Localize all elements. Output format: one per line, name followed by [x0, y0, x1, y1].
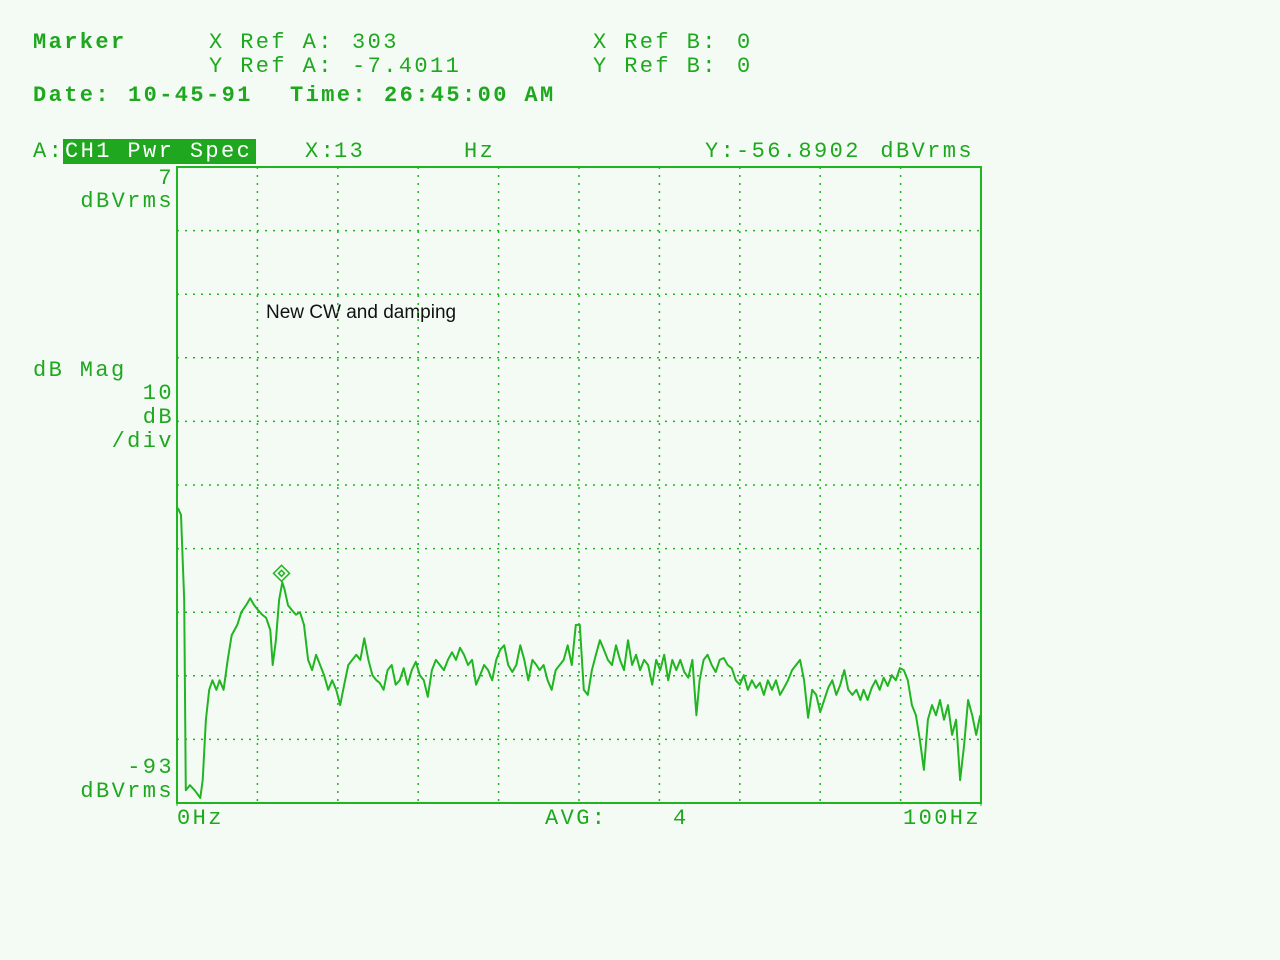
trace-name: CH1 Pwr Spec: [65, 139, 252, 164]
header-title: Marker: [33, 30, 127, 55]
y-bottom-label: -93: [127, 755, 174, 780]
time: 26:45:00 AM: [384, 83, 556, 108]
marker-x: 13: [334, 139, 365, 164]
value: -7.4011: [352, 54, 461, 79]
y-unit: dBVrms: [80, 779, 174, 804]
avg-label: AVG:: [545, 806, 607, 831]
marker-x-label: X:: [305, 139, 336, 164]
plot-frame: [176, 166, 982, 804]
marker-y: -56.8902: [736, 139, 861, 164]
y-axis-label: dB Mag: [33, 358, 127, 383]
marker-y-unit: dBVrms: [880, 139, 974, 164]
label: X Ref B:: [593, 30, 718, 55]
marker-x-unit: Hz: [464, 139, 495, 164]
x-tick-label: 0Hz: [177, 806, 224, 831]
label: Date:: [33, 83, 111, 108]
value: 303: [352, 30, 399, 55]
marker-y-label: Y:: [705, 139, 736, 164]
value: 0: [737, 54, 753, 79]
plot: 0Hz 100Hz: [176, 166, 982, 831]
marker: [272, 564, 291, 583]
annotation: New CW and damping: [266, 302, 456, 323]
scale-per-div: 10: [143, 381, 174, 406]
label: Y Ref B:: [593, 54, 718, 79]
x-tick-label: 100Hz: [903, 806, 981, 831]
y-unit: dBVrms: [80, 189, 174, 214]
value: 0: [737, 30, 753, 55]
avg-value: 4: [673, 806, 689, 831]
date: 10-45-91: [128, 83, 253, 108]
label: X Ref A:: [209, 30, 334, 55]
label: Y Ref A:: [209, 54, 334, 79]
trace: [176, 507, 982, 799]
scale-suffix: /div: [112, 429, 174, 454]
y-top-label: 7: [158, 166, 174, 191]
trace-highlight: [63, 139, 256, 164]
scale-unit: dB: [143, 405, 174, 430]
trace-label: A:: [33, 139, 64, 164]
label: Time:: [290, 83, 368, 108]
